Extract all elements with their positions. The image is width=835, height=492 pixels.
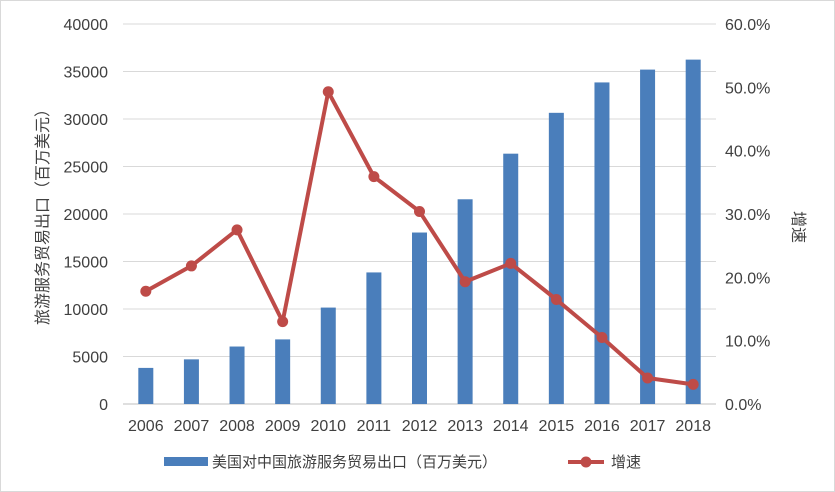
right-tick-label: 10.0% (725, 334, 770, 351)
growth-point-2007 (185, 260, 197, 272)
bar-2007 (183, 359, 199, 404)
legend-bar-swatch (164, 457, 208, 466)
right-tick-label: 40.0% (725, 144, 770, 161)
bar-2017 (640, 69, 656, 404)
x-tick-label: 2013 (447, 418, 483, 435)
legend-line-label: 增速 (611, 453, 641, 471)
left-tick-label: 35000 (64, 65, 109, 82)
growth-point-2011 (368, 171, 380, 183)
line-series (140, 86, 699, 390)
right-tick-label: 30.0% (725, 207, 770, 224)
left-tick-label: 25000 (64, 160, 109, 177)
growth-point-2006 (140, 285, 152, 297)
growth-point-2018 (687, 378, 699, 390)
right-tick-label: 20.0% (725, 270, 770, 287)
left-axis-title: 旅游服务贸易出口（百万美元） (33, 101, 52, 325)
x-tick-label: 2012 (402, 418, 438, 435)
bar-2010 (320, 307, 336, 404)
left-tick-label: 30000 (64, 112, 109, 129)
x-tick-label: 2016 (584, 418, 620, 435)
left-axis-ticks: 0 5000 10000 15000 20000 25000 30000 35000 40000 (64, 17, 109, 414)
growth-point-2008 (231, 224, 243, 236)
bar-2018 (685, 59, 701, 404)
left-tick-label: 5000 (72, 350, 108, 367)
growth-point-2009 (277, 316, 289, 328)
bar-2009 (275, 339, 291, 404)
growth-point-2015 (550, 294, 562, 305)
right-tick-label: 0.0% (725, 397, 761, 414)
growth-point-2017 (642, 372, 654, 384)
gridlines (123, 23, 716, 405)
x-tick-label: 2006 (128, 418, 164, 435)
left-tick-label: 0 (99, 397, 108, 414)
bar-2013 (457, 199, 473, 404)
bar-2016 (594, 82, 610, 405)
bar-2015 (548, 112, 564, 404)
legend: 美国对中国旅游服务贸易出口（百万美元） 增速 (164, 453, 641, 471)
x-tick-label: 2008 (219, 418, 255, 435)
right-axis-title: 增速 (789, 211, 808, 243)
right-axis-ticks: 0.0% 10.0% 20.0% 30.0% 40.0% 50.0% 60.0% (725, 17, 770, 414)
x-tick-label: 2009 (265, 418, 301, 435)
growth-point-2013 (459, 276, 471, 288)
legend-line-marker (580, 456, 592, 468)
legend-bar-label: 美国对中国旅游服务贸易出口（百万美元） (212, 453, 497, 471)
left-tick-label: 40000 (64, 17, 109, 34)
growth-point-2016 (596, 332, 608, 343)
x-tick-label: 2010 (310, 418, 346, 435)
right-tick-label: 50.0% (725, 80, 770, 97)
x-tick-label: 2014 (493, 418, 529, 435)
bar-2006 (138, 367, 154, 404)
growth-point-2014 (505, 257, 517, 269)
bar-series (138, 59, 701, 405)
x-axis-ticks: 2006 2007 2008 2009 2010 2011 2012 2013 2014 2015… (128, 418, 711, 435)
x-tick-label: 2018 (675, 418, 711, 435)
bar-2014 (503, 153, 519, 404)
x-tick-label: 2015 (539, 418, 575, 435)
growth-point-2010 (322, 86, 334, 98)
right-tick-label: 60.0% (725, 17, 770, 34)
x-tick-label: 2007 (174, 418, 210, 435)
bar-2011 (366, 272, 382, 404)
growth-point-2012 (414, 205, 425, 217)
x-tick-label: 2017 (630, 418, 666, 435)
bar-2008 (229, 346, 245, 404)
x-tick-label: 2011 (357, 418, 392, 435)
bar-2012 (412, 232, 427, 404)
left-tick-label: 20000 (64, 207, 109, 224)
left-tick-label: 15000 (64, 255, 109, 272)
left-tick-label: 10000 (64, 302, 109, 319)
